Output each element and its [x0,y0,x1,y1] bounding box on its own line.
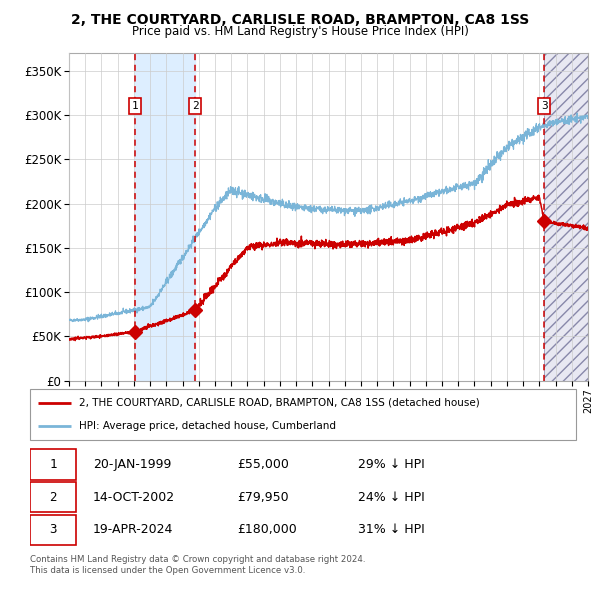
Text: 29% ↓ HPI: 29% ↓ HPI [358,458,424,471]
Text: 31% ↓ HPI: 31% ↓ HPI [358,523,424,536]
Text: 3: 3 [541,101,548,111]
FancyBboxPatch shape [30,514,76,545]
Text: Contains HM Land Registry data © Crown copyright and database right 2024.: Contains HM Land Registry data © Crown c… [30,555,365,563]
FancyBboxPatch shape [30,482,76,512]
Text: £79,950: £79,950 [238,490,289,504]
Text: 24% ↓ HPI: 24% ↓ HPI [358,490,424,504]
Text: 20-JAN-1999: 20-JAN-1999 [93,458,171,471]
Text: 2: 2 [49,490,57,504]
Text: HPI: Average price, detached house, Cumberland: HPI: Average price, detached house, Cumb… [79,421,336,431]
Text: 2: 2 [192,101,199,111]
Text: 2, THE COURTYARD, CARLISLE ROAD, BRAMPTON, CA8 1SS: 2, THE COURTYARD, CARLISLE ROAD, BRAMPTO… [71,13,529,27]
Text: 1: 1 [49,458,57,471]
Bar [544,53,588,381]
Text: £55,000: £55,000 [238,458,289,471]
Text: £180,000: £180,000 [238,523,297,536]
Text: 3: 3 [49,523,57,536]
Text: 1: 1 [131,101,138,111]
Bar [134,53,196,381]
FancyBboxPatch shape [30,389,576,440]
Text: Price paid vs. HM Land Registry's House Price Index (HPI): Price paid vs. HM Land Registry's House … [131,25,469,38]
Text: 14-OCT-2002: 14-OCT-2002 [93,490,175,504]
Text: 2, THE COURTYARD, CARLISLE ROAD, BRAMPTON, CA8 1SS (detached house): 2, THE COURTYARD, CARLISLE ROAD, BRAMPTO… [79,398,480,408]
Text: 19-APR-2024: 19-APR-2024 [93,523,173,536]
Text: This data is licensed under the Open Government Licence v3.0.: This data is licensed under the Open Gov… [30,566,305,575]
FancyBboxPatch shape [30,449,76,480]
